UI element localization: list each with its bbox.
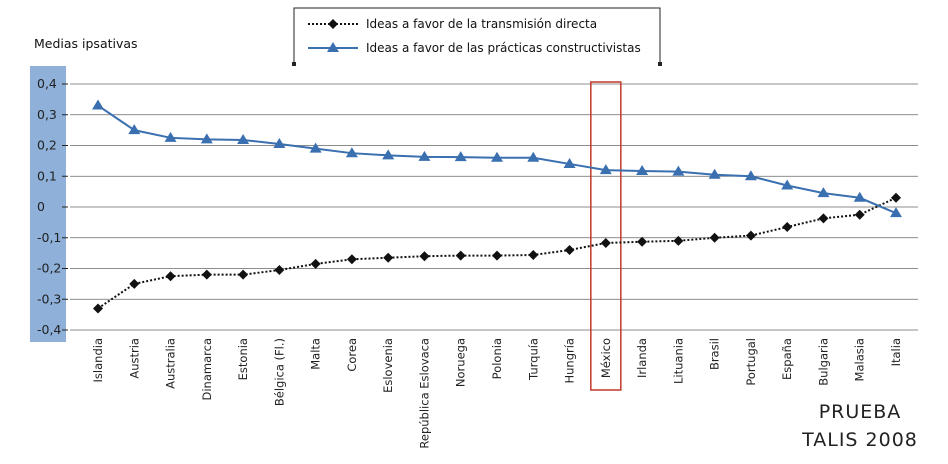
point-constructivistas: [781, 179, 794, 190]
legend-corner-left: [292, 62, 296, 66]
point-constructivistas: [744, 170, 757, 181]
point-constructivistas: [454, 151, 467, 162]
legend-frame: [293, 7, 661, 64]
y-tick-label: 0,4: [37, 76, 57, 91]
point-constructivistas: [309, 142, 322, 153]
category-label: Bulgaria: [816, 338, 830, 386]
y-tick-label: 0,2: [37, 138, 57, 153]
point-constructivistas: [382, 149, 395, 160]
category-label: Austria: [127, 338, 141, 379]
point-constructivistas: [527, 151, 540, 162]
point-constructivistas: [418, 150, 431, 161]
y-tick-label: 0: [37, 199, 45, 214]
point-directa: [165, 271, 176, 282]
y-tick-label: 0,3: [37, 107, 57, 122]
y-axis-band: [30, 66, 66, 342]
point-directa: [709, 232, 720, 243]
point-constructivistas: [345, 147, 358, 158]
point-constructivistas: [817, 187, 830, 198]
category-label: Malta: [309, 338, 323, 370]
point-constructivistas: [92, 99, 104, 110]
point-directa: [383, 252, 394, 263]
category-label: Bélgica (Fl.): [272, 338, 286, 406]
category-label: Hungría: [563, 338, 577, 384]
point-directa: [673, 235, 684, 246]
y-tick-labels: 0,4 0,3 0,2 0,1 0 -0,1 -0,2 -0,3 -0,4: [37, 76, 68, 337]
point-directa: [528, 249, 539, 260]
legend-marker-diamond: [328, 19, 338, 29]
category-label: Noruega: [454, 338, 468, 387]
point-directa: [93, 303, 103, 314]
point-directa: [274, 265, 285, 276]
category-label: Brasil: [708, 338, 722, 370]
point-directa: [492, 250, 502, 261]
category-label: Eslovenia: [381, 338, 395, 393]
point-directa: [346, 254, 357, 265]
legend-label-directa: Ideas a favor de la transmisión directa: [366, 17, 597, 31]
point-directa: [310, 258, 321, 269]
point-constructivistas: [491, 151, 503, 162]
point-directa: [129, 278, 140, 289]
category-label: Australia: [164, 338, 178, 389]
point-constructivistas: [128, 124, 141, 135]
category-label: Islandia: [91, 338, 105, 382]
point-constructivistas: [164, 131, 177, 142]
category-label: México: [599, 338, 613, 378]
y-tick-label: -0,4: [37, 322, 61, 337]
category-label: Portugal: [744, 338, 758, 386]
point-directa: [637, 236, 648, 247]
series-layer: [92, 99, 902, 314]
category-label: Italia: [889, 338, 903, 366]
legend-label-constructivistas: Ideas a favor de las prácticas construct…: [366, 41, 641, 55]
point-directa: [891, 192, 901, 203]
legend-marker-triangle: [327, 42, 339, 52]
point-constructivistas: [853, 191, 866, 202]
category-label: España: [780, 338, 794, 380]
category-label: Dinamarca: [200, 338, 214, 400]
legend-corner-right: [658, 62, 662, 66]
legend: Ideas a favor de la transmisión directa …: [292, 7, 662, 66]
point-constructivistas: [636, 165, 649, 176]
y-tick-label: 0,1: [37, 168, 57, 183]
point-constructivistas: [672, 165, 685, 176]
category-label: República Eslovaca: [417, 338, 431, 449]
point-directa: [455, 250, 466, 261]
category-label: Corea: [345, 338, 359, 372]
category-label: Irlanda: [635, 338, 649, 378]
point-directa: [818, 213, 829, 224]
category-label: Turquía: [526, 338, 540, 381]
point-directa: [745, 230, 756, 241]
point-constructivistas: [890, 207, 902, 218]
point-constructivistas: [599, 164, 612, 175]
point-directa: [782, 221, 793, 232]
y-tick-label: -0,2: [37, 261, 61, 276]
category-label: Estonia: [236, 338, 250, 380]
highlight-box-mexico: [590, 81, 622, 391]
category-label: Polonia: [490, 338, 504, 379]
grid-layer: [70, 83, 918, 331]
category-label: Lituania: [671, 338, 685, 384]
point-directa: [419, 251, 430, 262]
point-constructivistas: [200, 133, 213, 144]
point-directa: [564, 245, 575, 256]
point-constructivistas: [708, 168, 721, 179]
point-directa: [854, 209, 865, 220]
y-tick-label: -0,3: [37, 291, 61, 306]
y-tick-label: -0,1: [37, 230, 61, 245]
point-constructivistas: [563, 157, 576, 168]
point-constructivistas: [237, 133, 250, 144]
point-directa: [600, 237, 611, 248]
watermark-line1: PRUEBA: [819, 401, 902, 423]
category-label: Malasia: [853, 338, 867, 381]
point-directa: [238, 269, 249, 280]
x-category-labels: Islandia Austria Australia Dinamarca Estonia…: [91, 338, 903, 449]
y-axis-title: Medias ipsativas: [34, 36, 138, 51]
watermark-line2: TALIS 2008: [801, 429, 918, 451]
point-directa: [201, 269, 212, 280]
point-constructivistas: [273, 137, 286, 148]
